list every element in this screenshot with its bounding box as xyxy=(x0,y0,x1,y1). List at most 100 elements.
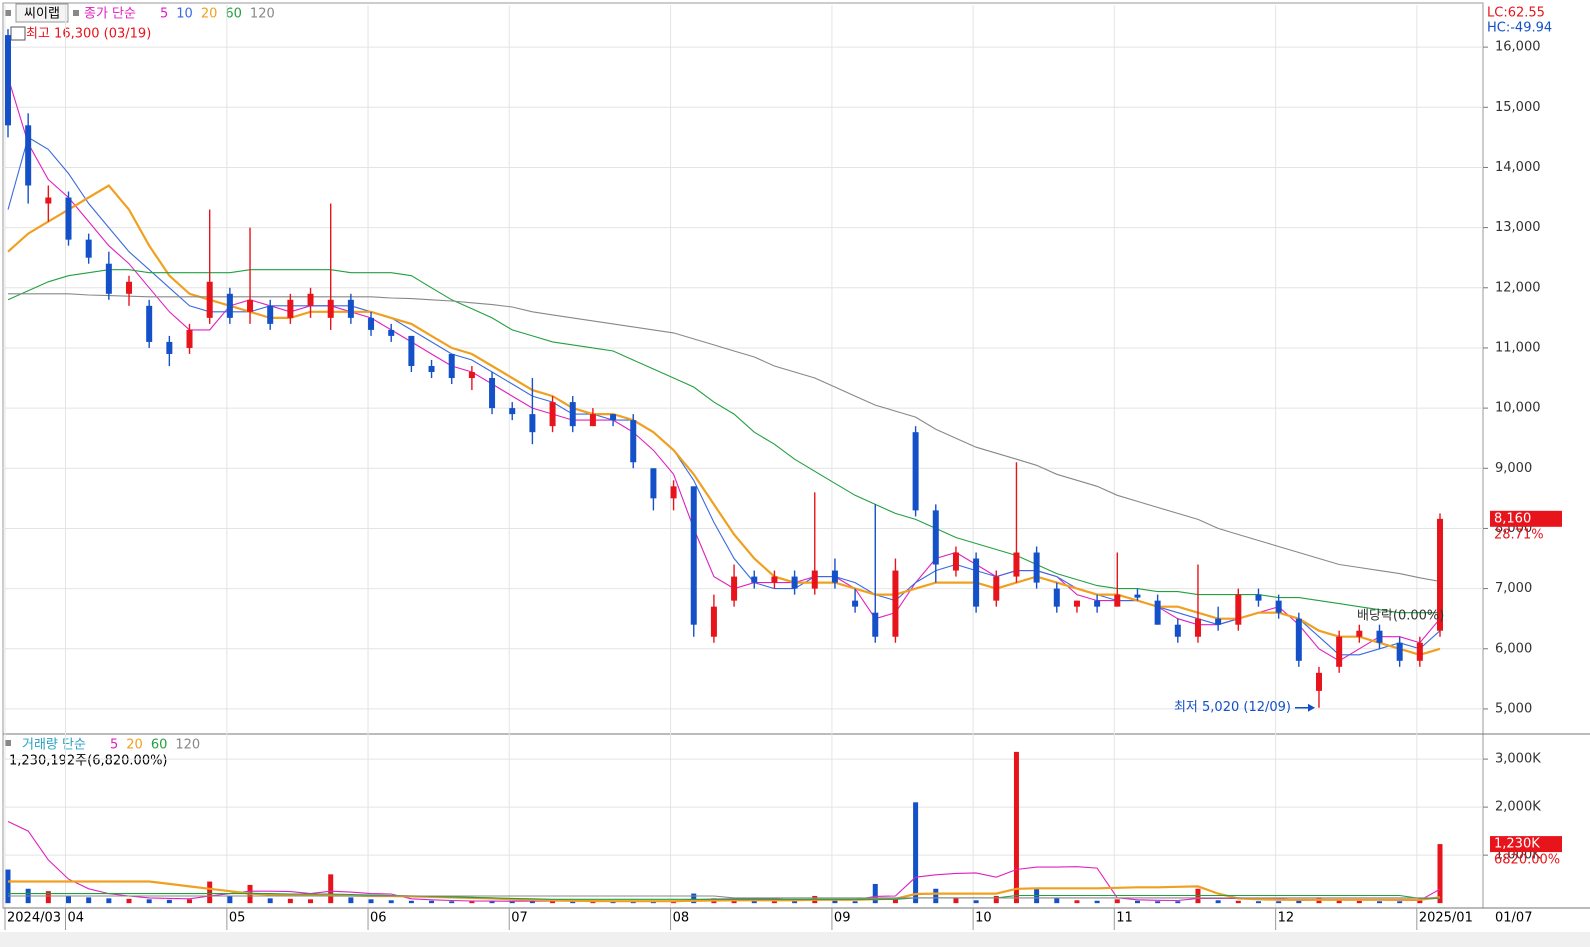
high-icon xyxy=(10,26,26,41)
y-tick-label: 10,000 xyxy=(1495,401,1541,416)
volume-bar xyxy=(771,901,777,904)
volume-legend-period: 5 xyxy=(110,738,118,753)
candle-body xyxy=(670,486,677,499)
x-tick-label: 11 xyxy=(1116,911,1133,926)
volume-bar xyxy=(610,901,616,904)
volume-bar xyxy=(388,900,394,904)
candle-body xyxy=(1336,636,1343,667)
volume-bar xyxy=(1175,901,1181,904)
volume-legend-period: 120 xyxy=(175,738,200,753)
candle-body xyxy=(5,35,11,126)
volume-bar xyxy=(469,901,475,904)
candle-body xyxy=(1053,588,1060,607)
candle-body xyxy=(690,486,697,625)
candle-body xyxy=(1215,618,1222,625)
x-tick-label: 05 xyxy=(229,911,246,926)
volume-legend-period: 60 xyxy=(151,738,168,753)
candle-body xyxy=(549,402,556,427)
candle-body xyxy=(388,329,395,336)
candle-body xyxy=(529,414,536,433)
current-date: 01/07 xyxy=(1495,911,1532,926)
candle-body xyxy=(1295,618,1302,661)
y-tick-label: 13,000 xyxy=(1495,220,1541,235)
candle-body xyxy=(952,552,959,571)
price-ma-line xyxy=(7,184,1441,656)
price-ma-line xyxy=(7,77,1441,662)
candle-body xyxy=(408,335,415,366)
y-tick-label: 7,000 xyxy=(1495,581,1532,596)
candle-body xyxy=(126,281,133,294)
volume-bar xyxy=(106,898,112,904)
volume-bar xyxy=(5,869,11,904)
stock-name-box[interactable] xyxy=(15,3,69,23)
volume-bar xyxy=(973,900,979,904)
volume-bar xyxy=(933,888,939,904)
candle-body xyxy=(912,432,919,511)
candle-body xyxy=(489,378,496,409)
legend-icon xyxy=(73,10,79,16)
candle-body xyxy=(872,612,879,637)
candle-body xyxy=(1437,518,1443,631)
low-note: 최저 5,020 (12/09) xyxy=(1174,700,1291,715)
volume-bar xyxy=(1134,900,1140,904)
candle-body xyxy=(1416,642,1423,661)
candle-body xyxy=(1356,630,1363,637)
x-tick-label: 08 xyxy=(673,911,690,926)
candle-body xyxy=(247,299,254,312)
candle-body xyxy=(85,239,92,258)
volume-bar xyxy=(1397,901,1403,904)
candle-body xyxy=(428,365,435,373)
candle-body xyxy=(1114,594,1121,607)
candle-body xyxy=(1255,594,1262,601)
ma-legend-period: 120 xyxy=(250,7,275,22)
volume-bar xyxy=(852,901,858,904)
volume-bar xyxy=(1255,901,1261,904)
volume-bar xyxy=(1013,751,1019,904)
price-ma-line xyxy=(8,293,1441,582)
volume-bar xyxy=(630,901,636,904)
candle-body xyxy=(630,420,637,463)
volume-bar xyxy=(1094,900,1100,904)
ma-legend-period: 60 xyxy=(225,7,242,22)
volume-bar xyxy=(751,900,757,904)
candle-body xyxy=(1094,600,1101,607)
candle-body xyxy=(368,317,375,330)
x-tick-label: 2025/01 xyxy=(1419,911,1473,926)
volume-bar xyxy=(993,895,999,904)
lc-label: LC:62.55 xyxy=(1487,6,1545,21)
stock-name: 씨이랩 xyxy=(24,7,60,22)
candle-body xyxy=(45,197,52,204)
candle-body xyxy=(569,402,576,427)
y-tick-label: 9,000 xyxy=(1495,461,1532,476)
y-tick-label: 15,000 xyxy=(1495,100,1541,115)
volume-bar xyxy=(913,802,919,904)
candle-body xyxy=(146,305,153,342)
volume-ma-line xyxy=(8,893,1440,900)
candle-body xyxy=(105,263,112,294)
candle-body xyxy=(1194,618,1201,637)
candle-body xyxy=(267,305,274,324)
candle-body xyxy=(831,570,838,583)
candle-body xyxy=(791,576,798,589)
candle-body xyxy=(448,353,455,379)
volume-bar xyxy=(953,898,959,904)
candle-body xyxy=(186,329,193,348)
candle-body xyxy=(1315,672,1322,691)
x-tick-label: 04 xyxy=(68,911,85,926)
candle-body xyxy=(287,299,294,318)
volume-bar xyxy=(1114,899,1120,904)
x-tick-label: 2024/03 xyxy=(7,911,61,926)
volume-bar xyxy=(207,881,213,904)
volume-bar xyxy=(86,897,92,904)
volume-bar xyxy=(287,898,293,904)
volume-note: 1,230,192주(6,820.00%) xyxy=(9,754,168,769)
candle-body xyxy=(973,558,980,607)
candle-body xyxy=(1134,594,1141,598)
candle-body xyxy=(509,408,516,415)
y-tick-label: 5,000 xyxy=(1495,701,1532,716)
candle-body xyxy=(1174,624,1181,637)
candle-body xyxy=(731,576,738,601)
legend-icon xyxy=(5,10,11,16)
volume-ma-line xyxy=(8,895,1440,899)
candle-body xyxy=(751,576,758,583)
